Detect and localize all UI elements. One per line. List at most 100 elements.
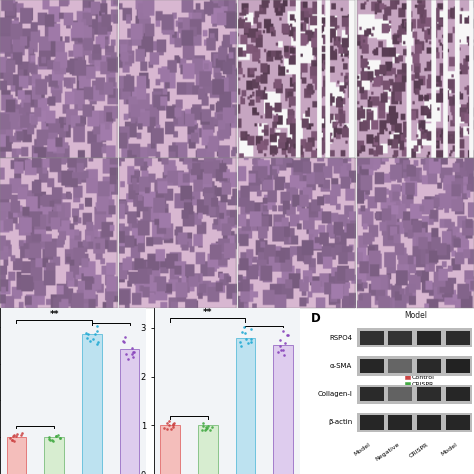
Point	[161, 424, 168, 432]
Point	[84, 330, 92, 337]
Bar	[357, 328, 472, 347]
Bar	[388, 387, 412, 401]
Bar	[357, 384, 472, 404]
Text: RSPO4: RSPO4	[329, 335, 352, 341]
Point	[169, 420, 177, 428]
Point	[244, 339, 252, 346]
Point	[17, 431, 25, 439]
Bar	[82, 334, 101, 474]
Text: α-SMA: α-SMA	[330, 363, 352, 369]
Point	[240, 324, 247, 331]
Point	[165, 418, 173, 425]
Bar	[273, 345, 293, 474]
Text: Model: Model	[353, 442, 372, 456]
X-axis label: CRISPR: CRISPR	[164, 310, 191, 319]
Point	[10, 438, 18, 445]
Point	[46, 437, 54, 444]
Point	[281, 339, 289, 346]
Point	[199, 422, 207, 430]
Text: Model: Model	[439, 442, 458, 456]
Bar	[446, 359, 470, 373]
Bar	[388, 415, 412, 429]
Point	[18, 429, 26, 437]
Point	[171, 419, 178, 427]
Bar	[388, 331, 412, 345]
Point	[56, 434, 64, 441]
Point	[208, 424, 216, 431]
Point	[205, 422, 212, 429]
Point	[94, 338, 101, 346]
Point	[10, 432, 18, 439]
Bar	[360, 331, 384, 345]
Point	[280, 346, 287, 354]
Point	[247, 338, 255, 346]
Bar	[160, 425, 180, 474]
Bar	[388, 359, 412, 373]
Bar	[360, 415, 384, 429]
Point	[50, 438, 57, 445]
Bar	[45, 437, 64, 474]
Point	[52, 432, 59, 440]
Point	[238, 328, 246, 336]
Point	[9, 437, 16, 444]
X-axis label: Model: Model	[404, 160, 427, 169]
X-axis label: Model: Model	[404, 310, 427, 319]
Point	[247, 335, 255, 343]
Point	[93, 327, 101, 335]
Point	[203, 425, 211, 432]
Point	[280, 328, 287, 335]
Point	[200, 419, 207, 427]
Point	[122, 351, 129, 358]
Bar	[357, 356, 472, 375]
Point	[82, 329, 90, 337]
Bar	[360, 359, 384, 373]
Point	[121, 334, 128, 341]
Point	[53, 433, 60, 440]
Point	[9, 437, 16, 444]
Point	[280, 351, 287, 358]
Point	[94, 340, 101, 347]
Point	[13, 430, 20, 438]
Legend: Control, CRISPR, Model, Negative: Control, CRISPR, Model, Negative	[403, 372, 442, 404]
Point	[247, 326, 255, 333]
Point	[201, 426, 209, 433]
Bar	[446, 415, 470, 429]
Point	[274, 348, 282, 356]
Text: CRISPR: CRISPR	[408, 442, 429, 458]
Point	[283, 331, 291, 339]
Point	[128, 344, 136, 352]
Point	[129, 354, 137, 361]
Text: Collagen-I: Collagen-I	[318, 391, 352, 397]
Point	[165, 421, 173, 428]
Bar	[357, 413, 472, 432]
Point	[9, 433, 17, 440]
Point	[12, 433, 19, 440]
Point	[284, 331, 292, 339]
Bar	[360, 387, 384, 401]
Point	[241, 329, 248, 337]
Point	[48, 436, 55, 444]
Point	[7, 435, 14, 442]
Point	[164, 419, 171, 426]
Point	[276, 343, 284, 350]
Point	[120, 338, 128, 346]
Point	[129, 348, 137, 356]
Text: Negative: Negative	[374, 442, 401, 462]
Point	[236, 338, 244, 346]
Point	[206, 426, 213, 433]
Point	[119, 337, 127, 345]
Point	[45, 433, 53, 441]
Point	[124, 355, 131, 363]
Point	[93, 322, 100, 329]
Point	[128, 350, 136, 358]
Point	[56, 435, 64, 442]
Point	[55, 431, 62, 438]
Point	[276, 336, 283, 344]
Bar	[446, 331, 470, 345]
Point	[198, 426, 206, 434]
Point	[45, 435, 52, 443]
Point	[167, 425, 175, 433]
Point	[202, 425, 210, 432]
Point	[277, 346, 285, 354]
Point	[83, 334, 91, 342]
